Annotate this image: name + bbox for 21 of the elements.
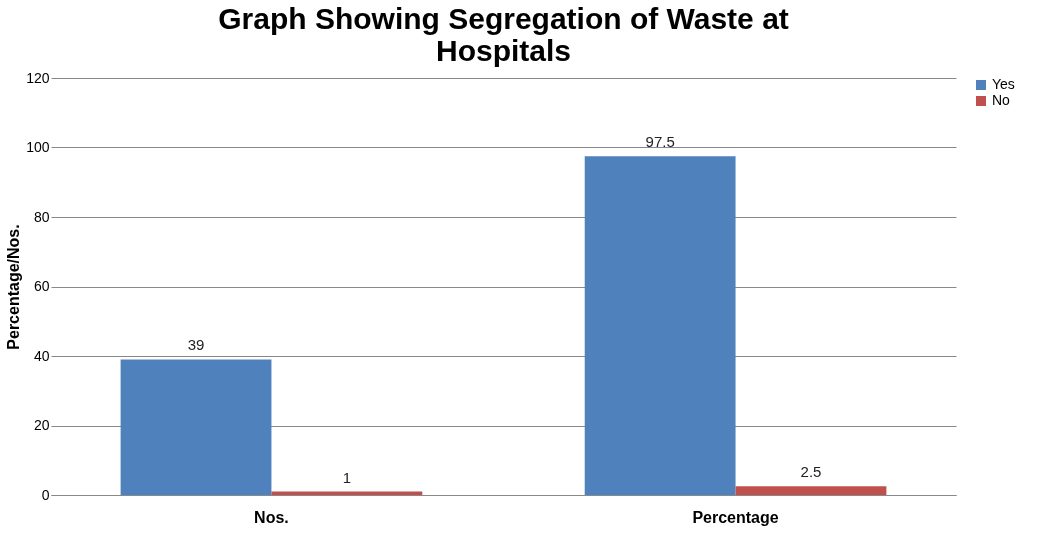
- legend-label: No: [992, 92, 1011, 108]
- data-label: 2.5: [800, 463, 822, 481]
- legend-label: Yes: [992, 76, 1015, 92]
- text: Graph Showing Segregation of Waste at: [218, 2, 789, 35]
- y-axis-title: Percentage/Nos.: [5, 224, 23, 350]
- data-label: 97.5: [645, 133, 675, 151]
- y-tick-label: 20: [33, 417, 50, 433]
- text: Hospitals: [435, 34, 572, 67]
- y-tick-label: 0: [41, 486, 50, 503]
- y-tick-label: 60: [33, 278, 50, 294]
- bar: [584, 156, 736, 495]
- y-tick-label: 80: [33, 208, 50, 225]
- y-tick-label: 100: [26, 139, 50, 155]
- y-tick-label: 120: [26, 69, 50, 86]
- bar: [120, 359, 272, 495]
- data-label: 1: [342, 468, 352, 486]
- x-tick-label: Nos.: [254, 508, 289, 526]
- data-label: 39: [187, 336, 205, 354]
- x-tick-label: Percentage: [692, 508, 779, 526]
- y-tick-label: 40: [33, 347, 50, 364]
- bar: [735, 486, 887, 495]
